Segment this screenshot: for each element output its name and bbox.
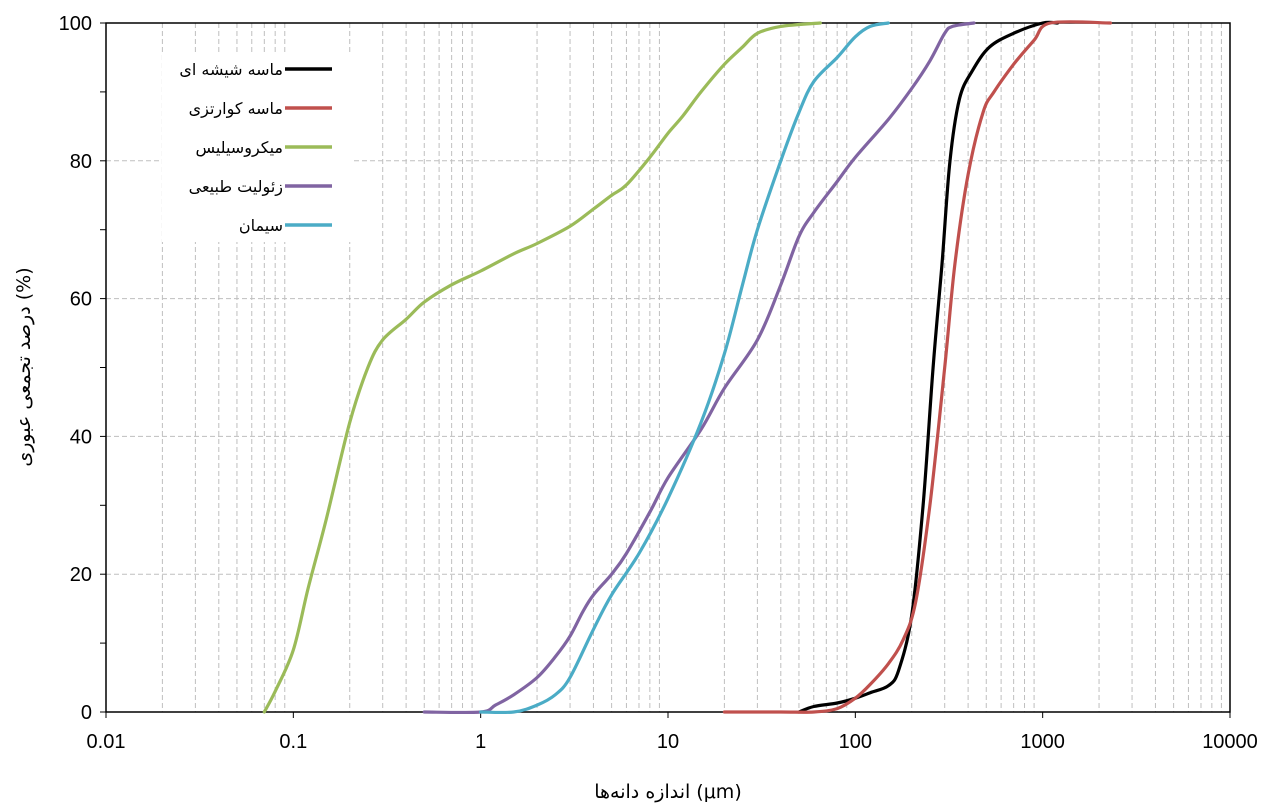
legend-label-2: ماسه کوارتزی <box>189 99 283 119</box>
series-line-5 <box>479 21 890 715</box>
x-tick-label: 10000 <box>1202 731 1258 753</box>
legend-label-3: میکروسیلیس <box>195 138 283 158</box>
x-tick-label: 0.1 <box>279 731 307 753</box>
y-tick-label: 40 <box>70 426 92 448</box>
series-line-2 <box>722 20 1112 714</box>
grid-lines <box>106 23 1230 712</box>
legend-label-4: زئولیت طبیعی <box>189 177 283 197</box>
x-tick-label: 10 <box>657 731 679 753</box>
x-tick-label: 100 <box>839 731 872 753</box>
series-line-1 <box>797 20 1060 714</box>
legend-label-1: ماسه شیشه ای <box>179 60 283 79</box>
series-line-4 <box>422 21 976 715</box>
y-tick-label: 80 <box>70 151 92 173</box>
y-tick-label: 100 <box>59 13 92 35</box>
x-tick-label: 1000 <box>1020 731 1065 753</box>
x-tick-label: 1 <box>475 731 486 753</box>
series-line-3 <box>262 21 822 714</box>
x-tick-label: 0.01 <box>87 731 126 753</box>
y-tick-label: 60 <box>70 289 92 311</box>
data-series <box>262 20 1112 715</box>
y-axis-title: درصد تجمعی عبوری (%) <box>13 267 35 466</box>
y-tick-label: 20 <box>70 564 92 586</box>
x-axis-title: اندازه دانه‌ها (μm) <box>594 781 741 803</box>
legend: ماسه شیشه ای ماسه کوارتزی میکروسیلیس زئولیت… <box>162 52 354 242</box>
tick-labels: 0 20 40 60 80 100 0.01 0.1 1 10 100 1000 10000 <box>59 13 1258 753</box>
legend-label-5: سیمان <box>239 216 283 235</box>
y-tick-label: 0 <box>81 702 92 724</box>
